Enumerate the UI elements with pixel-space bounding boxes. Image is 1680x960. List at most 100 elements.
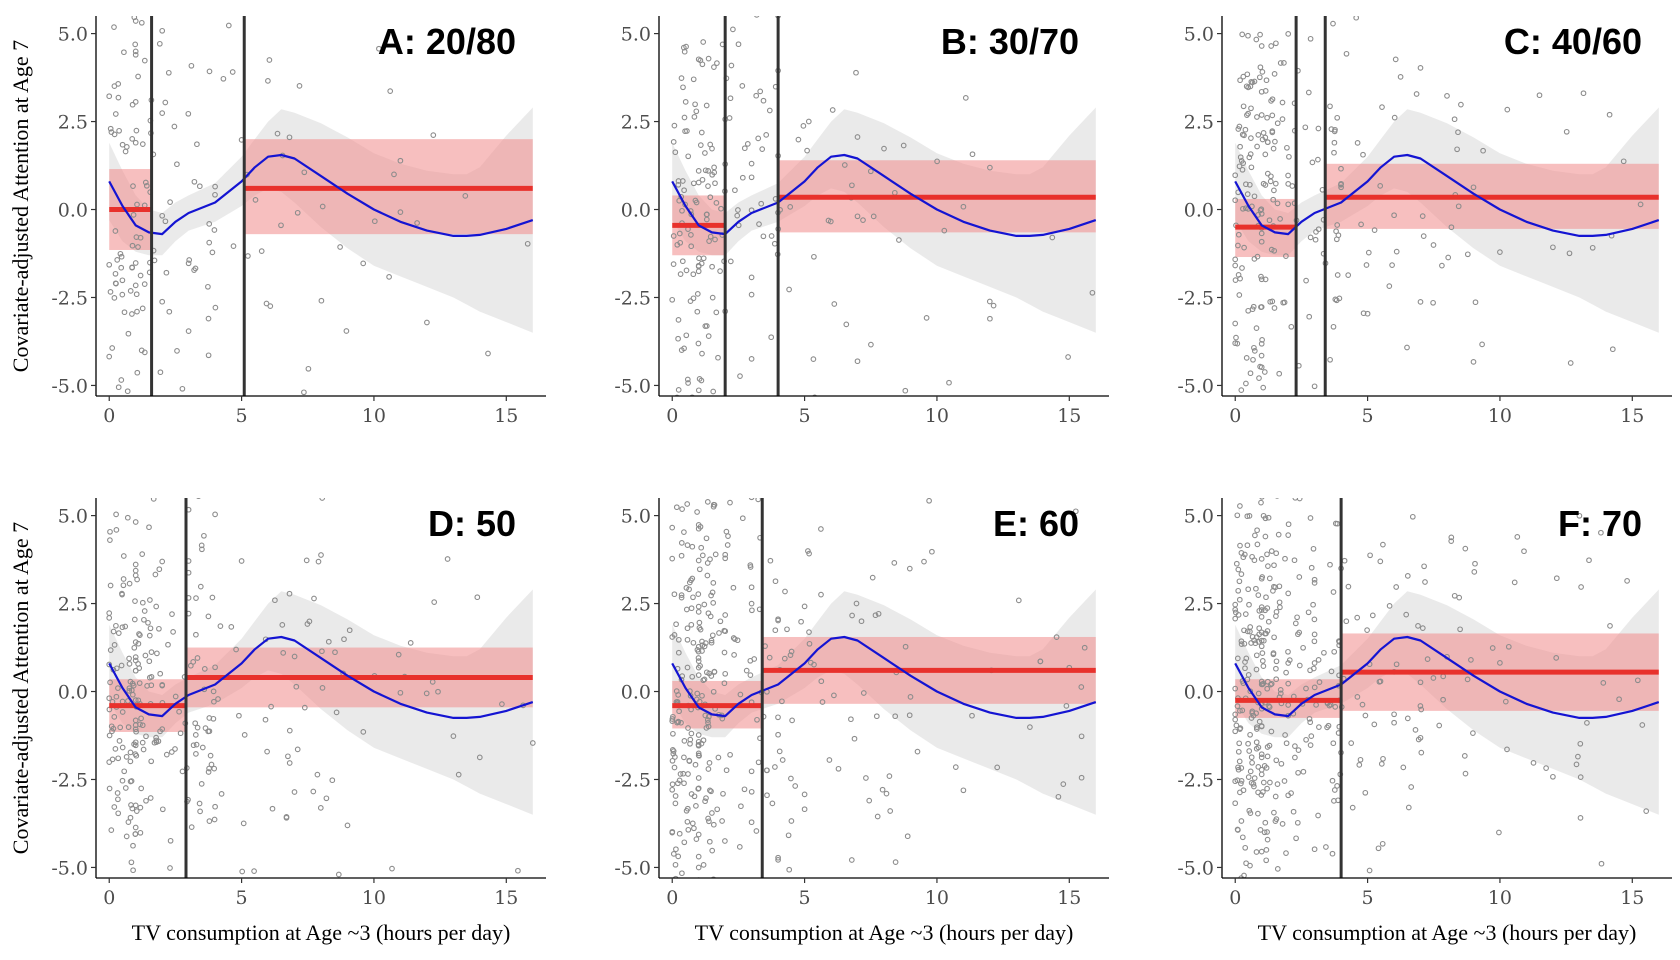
data-point [1430, 675, 1437, 681]
data-point [690, 271, 697, 278]
data-point [1400, 764, 1407, 771]
data-point [906, 712, 913, 719]
data-point [798, 618, 804, 625]
data-point [1377, 678, 1384, 685]
data-point [192, 720, 199, 727]
data-point [1246, 601, 1252, 608]
data-point [143, 182, 150, 189]
data-point [1262, 151, 1269, 158]
data-point [143, 733, 149, 740]
data-point [1277, 690, 1284, 697]
data-point [761, 441, 766, 446]
data-point [430, 132, 437, 138]
data-point [147, 625, 154, 632]
data-point [1239, 265, 1245, 271]
data-point [1234, 655, 1241, 662]
data-point [128, 477, 133, 482]
data-point [1271, 448, 1276, 453]
data-point [1232, 601, 1239, 608]
data-point [1413, 91, 1420, 97]
data-point [1244, 191, 1251, 197]
data-point [1303, 277, 1309, 284]
data-point [1262, 819, 1269, 826]
data-point [1274, 866, 1281, 872]
data-point [1354, 140, 1361, 146]
data-point [1331, 787, 1338, 793]
data-point [218, 791, 225, 797]
data-point [1078, 684, 1085, 690]
data-point [1270, 145, 1277, 152]
data-point [784, 626, 790, 633]
data-point [119, 777, 126, 784]
data-point [748, 174, 755, 181]
data-point [702, 323, 709, 329]
data-point [132, 561, 139, 568]
data-point [1559, 912, 1564, 917]
data-point [786, 286, 792, 293]
data-point [675, 335, 681, 342]
data-point [1362, 789, 1369, 796]
x-tick-label: 5 [1362, 887, 1374, 909]
data-point [1273, 676, 1280, 683]
x-tick-label: 15 [1620, 405, 1644, 427]
data-point [1405, 804, 1412, 811]
data-point [710, 600, 717, 606]
data-point [127, 749, 134, 756]
data-point [1294, 614, 1300, 621]
data-point [695, 853, 702, 860]
data-point [673, 621, 679, 628]
data-point [1253, 652, 1260, 659]
data-point [720, 790, 726, 797]
data-point [1269, 112, 1276, 119]
data-point [397, 157, 404, 164]
data-point [704, 499, 711, 505]
data-point [125, 330, 132, 337]
data-point [748, 819, 755, 826]
data-point [715, 354, 721, 361]
data-point [240, 820, 247, 827]
data-point [1286, 153, 1292, 160]
data-point [125, 452, 130, 457]
panel-title: A: 20/80 [378, 21, 516, 62]
data-point [960, 787, 967, 794]
data-point [115, 94, 122, 101]
data-point [107, 477, 112, 482]
data-point [688, 605, 695, 612]
data-point [722, 612, 729, 618]
data-point [407, 640, 414, 646]
data-point [732, 636, 738, 642]
data-point [1049, 234, 1056, 241]
data-point [747, 564, 754, 570]
data-point [1283, 669, 1289, 676]
data-point [697, 142, 704, 148]
data-point [711, 482, 716, 487]
data-point [712, 236, 718, 243]
data-point [111, 642, 118, 648]
data-point [1248, 403, 1253, 408]
data-point [1261, 763, 1268, 769]
data-point [1566, 250, 1573, 257]
data-point [1379, 104, 1385, 110]
data-point [205, 283, 211, 290]
data-point [1239, 480, 1244, 485]
data-point [727, 258, 734, 265]
x-tick-label: 15 [1057, 405, 1081, 427]
data-point [211, 765, 218, 772]
data-point [1232, 685, 1239, 692]
data-point [1634, 677, 1641, 684]
data-point [1364, 627, 1370, 633]
data-point [683, 606, 690, 613]
data-point [697, 57, 704, 64]
data-point [684, 1, 689, 6]
data-point [1255, 132, 1262, 138]
data-point [720, 495, 725, 500]
data-point [748, 274, 755, 281]
data-point [768, 233, 775, 239]
data-point [1237, 726, 1243, 732]
x-tick-label: 10 [362, 405, 386, 427]
data-point [1234, 703, 1241, 709]
data-point [692, 414, 697, 419]
data-point [1238, 780, 1244, 787]
data-point [122, 623, 129, 630]
y-axis-title: Covariate-adjusted Attention at Age 7 [8, 40, 33, 372]
